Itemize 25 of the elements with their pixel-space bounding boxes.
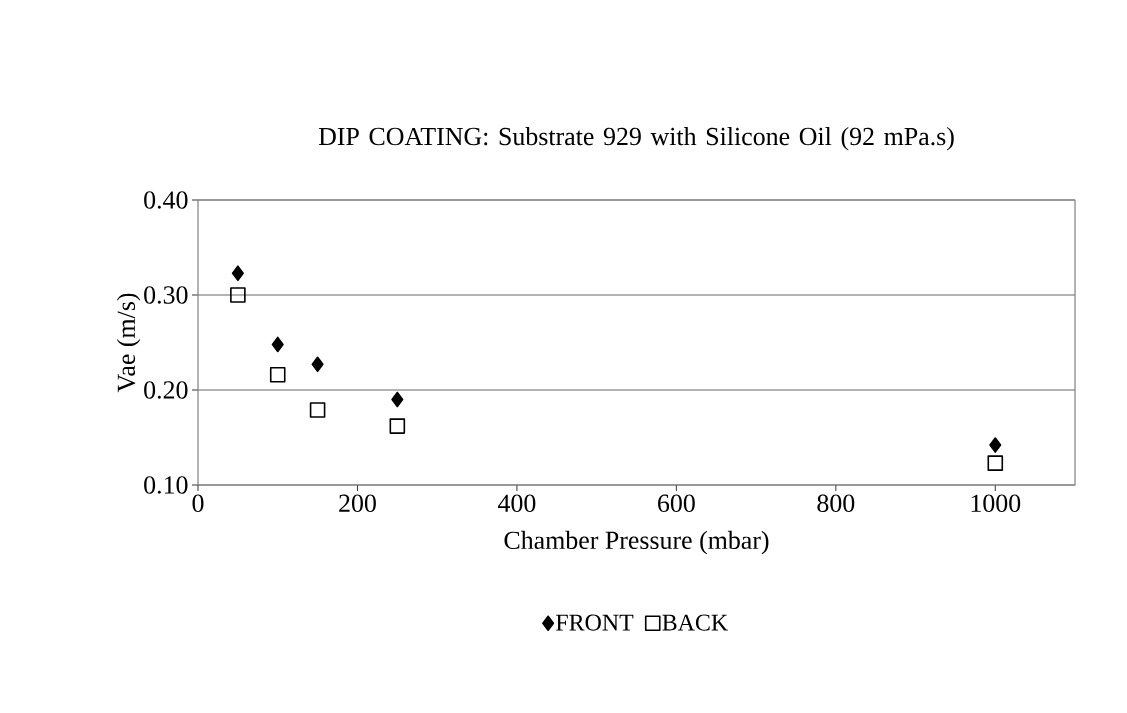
point: [271, 336, 284, 353]
point: [989, 437, 1002, 453]
legend-label: FRONT: [556, 614, 634, 631]
x-tick-label: 800: [817, 494, 855, 512]
y-tick-label: 0.30: [144, 286, 188, 304]
point: [230, 287, 246, 303]
point: [391, 391, 404, 408]
point: [311, 356, 324, 373]
point: [389, 418, 406, 434]
x-tick-label: 400: [497, 494, 536, 512]
y-axis-title: Vae (m/s): [116, 293, 141, 393]
y-tick-label: 0.20: [144, 381, 188, 399]
x-tick-label: 600: [658, 494, 695, 512]
point: [987, 455, 1004, 471]
point: [269, 367, 286, 383]
x-tick-label: 0: [192, 494, 204, 512]
x-tick-label: 1000: [971, 494, 1021, 512]
point: [309, 402, 326, 418]
x-axis-title: Chamber Pressure (mbar): [504, 530, 769, 555]
legend-label: BACK: [662, 614, 728, 631]
point: [231, 265, 244, 281]
chart-title: DIP COATING: Substrate 929 with Silicone Oil (92 mPa.s): [318, 127, 954, 151]
y-tick-label: 0.10: [144, 476, 188, 494]
x-tick-label: 200: [339, 494, 376, 512]
y-tick-label: 0.40: [144, 191, 188, 209]
